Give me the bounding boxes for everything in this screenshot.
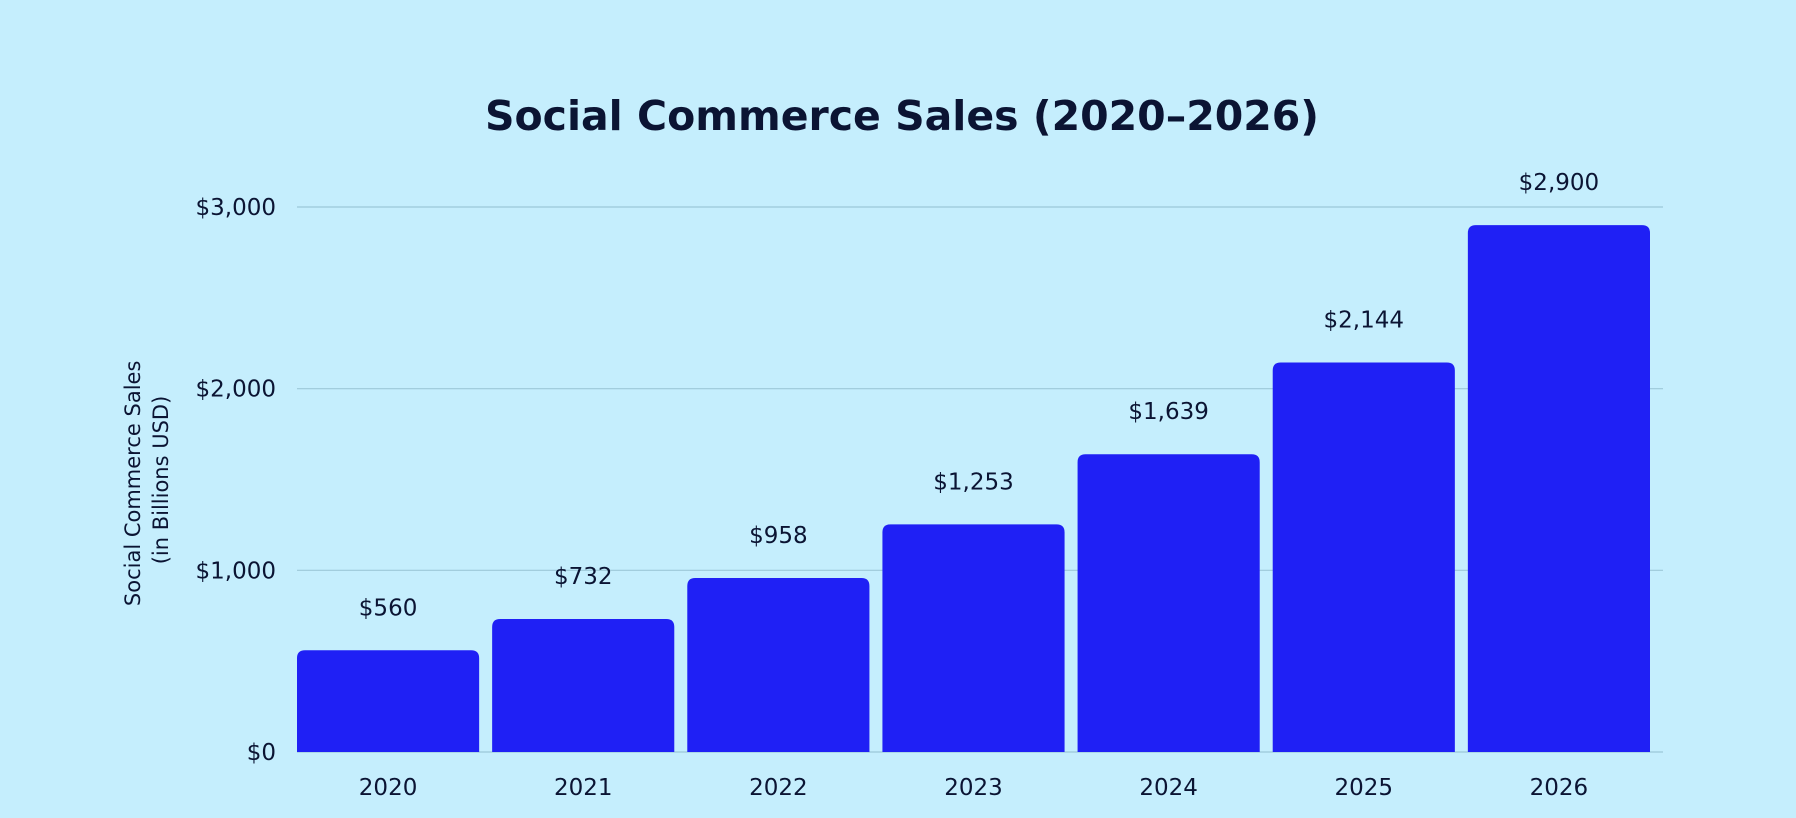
chart-title: Social Commerce Sales (2020–2026) [485, 92, 1319, 140]
bar [1272, 362, 1455, 752]
bar [882, 524, 1065, 752]
bars [297, 225, 1650, 752]
x-tick-label: 2026 [1530, 775, 1589, 801]
y-ticks: $0 $1,000 $2,000 $3,000 [196, 195, 276, 766]
data-label: $2,144 [1324, 308, 1404, 334]
bar [687, 577, 870, 752]
x-tick-label: 2024 [1139, 775, 1198, 801]
data-label: $560 [359, 595, 418, 621]
y-axis-label-line-2: (in Billions USD) [149, 396, 173, 565]
bar [492, 619, 675, 752]
data-label: $2,900 [1519, 170, 1599, 196]
x-tick-label: 2020 [359, 775, 418, 801]
bar [1077, 454, 1260, 752]
y-axis-label: Social Commerce Sales (in Billions USD) [121, 354, 173, 606]
bar [297, 650, 480, 752]
y-tick-label: $3,000 [196, 195, 276, 221]
data-label: $1,253 [933, 469, 1013, 495]
x-tick-label: 2023 [944, 775, 1003, 801]
data-label: $732 [554, 564, 613, 590]
y-tick-label: $2,000 [196, 377, 276, 403]
data-labels: $560 $732 $958 $1,253 $1,639 $2,144 $2,900 [359, 170, 1599, 621]
x-tick-label: 2021 [554, 775, 613, 801]
data-label: $958 [749, 523, 808, 549]
y-tick-label: $0 [247, 740, 276, 766]
x-tick-label: 2025 [1335, 775, 1394, 801]
x-tick-label: 2022 [749, 775, 808, 801]
data-label: $1,639 [1128, 399, 1208, 425]
y-tick-label: $1,000 [196, 558, 276, 584]
x-ticks: 2020 2021 2022 2023 2024 2025 2026 [359, 775, 1588, 801]
bar [1467, 225, 1650, 752]
y-axis-label-line-1: Social Commerce Sales [121, 361, 145, 607]
